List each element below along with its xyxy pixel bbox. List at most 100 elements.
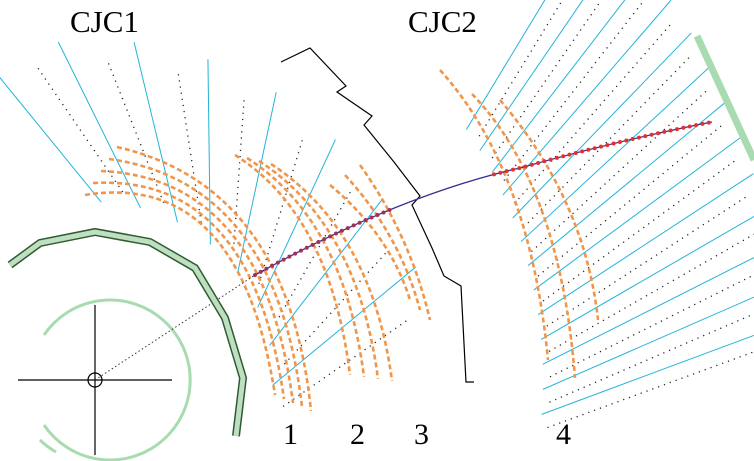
hit xyxy=(536,160,541,165)
hit xyxy=(387,207,392,212)
wire-line xyxy=(258,136,304,285)
wire-line xyxy=(503,0,646,181)
wire-line xyxy=(523,54,693,228)
cell-line xyxy=(133,42,178,223)
hit-arc xyxy=(84,191,277,396)
hit xyxy=(322,237,327,242)
hit-arc xyxy=(358,164,432,321)
hit xyxy=(643,134,648,139)
hit xyxy=(357,220,362,225)
chamber-label: CJC2 xyxy=(408,4,477,39)
hit xyxy=(287,254,292,259)
cell-line xyxy=(512,32,692,219)
hit xyxy=(363,218,368,223)
hit xyxy=(492,172,497,177)
vertex xyxy=(87,372,103,388)
inner-wall-fill xyxy=(8,229,246,437)
hit-arc xyxy=(108,157,304,408)
wire-line xyxy=(177,70,202,223)
wire-line xyxy=(549,274,754,378)
cell-line xyxy=(527,101,727,266)
track-hits xyxy=(253,120,711,277)
hit xyxy=(636,135,641,140)
hit xyxy=(316,239,321,244)
hit-arc xyxy=(471,93,577,379)
hit xyxy=(567,152,572,157)
hit-arc xyxy=(344,174,422,311)
hit-arc xyxy=(116,145,313,412)
hit xyxy=(706,120,711,125)
hit xyxy=(381,210,386,215)
cell-line xyxy=(0,77,102,203)
hit xyxy=(328,234,333,239)
hit xyxy=(605,143,610,148)
hit xyxy=(592,146,597,151)
hit xyxy=(253,273,257,277)
wire-line xyxy=(491,0,603,159)
cell-line xyxy=(542,257,754,365)
hit xyxy=(586,147,591,152)
hit-arc xyxy=(234,153,352,376)
hit xyxy=(649,132,654,137)
hit xyxy=(304,245,309,250)
hit xyxy=(655,131,660,136)
cell-line xyxy=(537,173,754,315)
outer-ring-piece xyxy=(38,438,57,454)
hit xyxy=(694,123,699,128)
wire-line xyxy=(548,233,754,352)
hit xyxy=(630,137,635,142)
hit xyxy=(339,228,344,233)
hit-arc xyxy=(270,162,394,382)
cell-line xyxy=(533,136,742,291)
hit xyxy=(293,251,298,256)
hit xyxy=(529,162,534,167)
wire-line xyxy=(531,87,710,253)
hit xyxy=(580,149,585,154)
hit xyxy=(617,140,622,145)
hit xyxy=(681,125,686,130)
hit xyxy=(258,269,263,274)
cell-line xyxy=(237,92,277,274)
hit xyxy=(542,159,547,164)
cell-line xyxy=(540,215,754,340)
region-label: 2 xyxy=(350,418,365,451)
cell-line xyxy=(465,0,546,130)
hit-arcs xyxy=(84,69,600,412)
hit-arc xyxy=(92,181,286,400)
hit xyxy=(510,167,515,172)
hit xyxy=(498,170,503,175)
hit xyxy=(275,260,280,265)
hit-arc xyxy=(329,184,412,301)
hit-arc xyxy=(100,169,295,404)
hit xyxy=(611,141,616,146)
hit xyxy=(517,166,522,171)
hit xyxy=(375,212,380,217)
cell-line xyxy=(502,0,672,196)
wire-line xyxy=(35,65,124,193)
hit xyxy=(687,124,692,129)
hit xyxy=(675,127,680,132)
wire-line xyxy=(478,0,564,137)
hit xyxy=(270,263,275,268)
cell-line xyxy=(491,0,626,173)
cell-line xyxy=(479,0,584,151)
hit xyxy=(264,266,269,271)
wire-line xyxy=(549,313,754,403)
hit xyxy=(662,129,667,134)
hit xyxy=(561,154,566,159)
hit xyxy=(369,215,374,220)
hit xyxy=(298,248,303,253)
chamber-boundary xyxy=(280,47,474,383)
region-label: 1 xyxy=(283,418,298,451)
hit-arc xyxy=(439,69,550,361)
hit-arc xyxy=(258,159,380,380)
wire-line xyxy=(547,351,754,429)
chamber-label: CJC1 xyxy=(70,4,139,39)
hit xyxy=(504,169,509,174)
region-label: 3 xyxy=(414,418,429,451)
hit xyxy=(700,121,705,126)
cell-line xyxy=(541,334,754,415)
hit xyxy=(345,226,350,231)
hit xyxy=(548,157,553,162)
